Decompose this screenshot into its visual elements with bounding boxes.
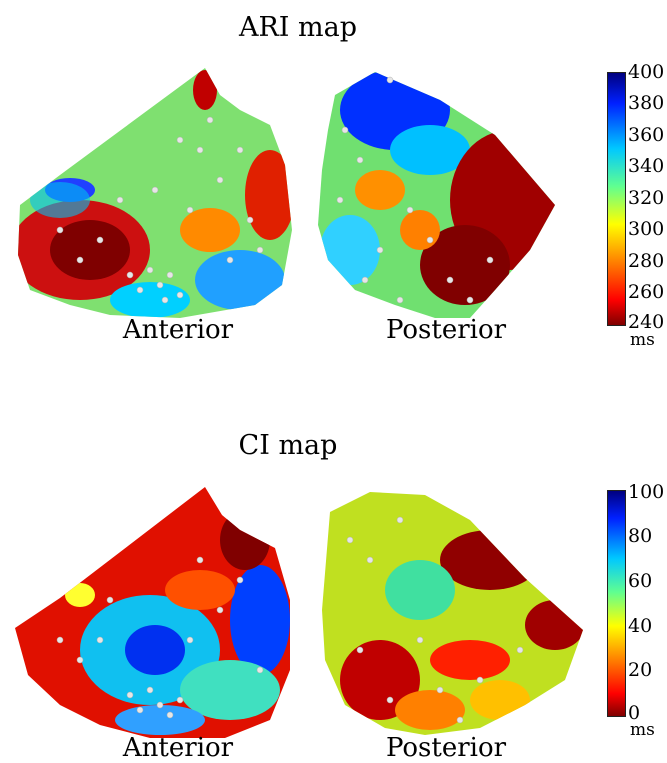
ci-map-title: CI map [238,430,338,461]
ari-tick-360: 360 [628,124,665,146]
ci-colorbar [607,490,626,717]
ci-posterior-label: Posterior [385,733,507,763]
ari-map-title: ARI map [238,12,358,43]
ci-tick-20: 20 [628,659,653,681]
ari-colorbar-unit: ms [630,330,655,350]
ci-anterior-label: Anterior [122,733,234,763]
ari-anterior-map [18,68,292,318]
ci-colorbar-unit: ms [630,720,655,740]
ari-tick-260: 260 [628,281,665,303]
ci-tick-60: 60 [628,570,653,592]
ari-tick-280: 280 [628,250,665,272]
ari-posterior-map [318,72,555,318]
ari-tick-400: 400 [628,61,665,83]
ari-posterior-label: Posterior [385,315,507,345]
ari-anterior-label: Anterior [122,315,234,345]
ci-tick-80: 80 [628,525,653,547]
ari-tick-380: 380 [628,92,665,114]
ari-tick-320: 320 [628,187,665,209]
ari-colorbar [607,72,626,326]
ari-tick-300: 300 [628,218,665,240]
ari-tick-240: 240 [628,311,665,333]
ci-tick-0: 0 [628,702,641,724]
ci-posterior-map [322,492,583,735]
ci-tick-100: 100 [628,481,665,503]
ci-tick-40: 40 [628,615,653,637]
ci-anterior-map [15,487,290,738]
ari-tick-340: 340 [628,155,665,177]
